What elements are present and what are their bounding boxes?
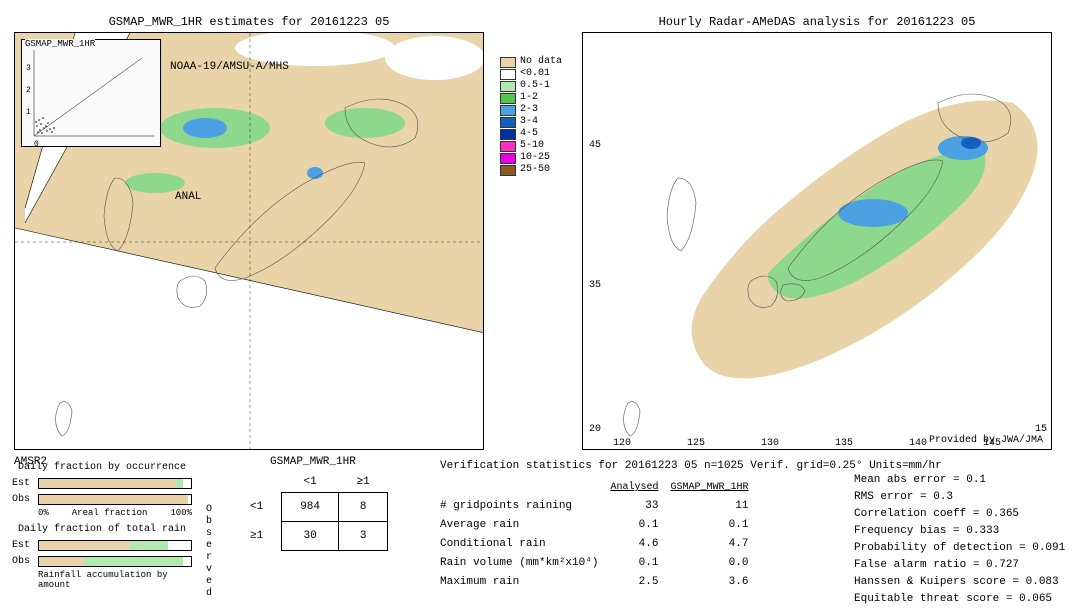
ct-row-0: <1 (232, 493, 282, 522)
svg-text:140: 140 (909, 438, 927, 449)
bar-row: Est (12, 538, 192, 552)
ct-col-0: <1 (282, 472, 339, 493)
color-legend: No data<0.010.5-11-22-33-44-55-1010-2525… (500, 56, 562, 176)
swath-white-lower (15, 228, 483, 449)
r-coast-taiwan (624, 402, 640, 436)
legend-row: 4-5 (500, 128, 562, 140)
score-row: Mean abs error = 0.1 (854, 472, 1065, 489)
bar-row: Est (12, 476, 192, 490)
verif-row: Conditional rain4.64.7 (440, 535, 760, 554)
right-map-panel: Hourly Radar-AMeDAS analysis for 2016122… (582, 32, 1052, 450)
ct-11: 3 (339, 522, 388, 551)
legend-row: 25-50 (500, 164, 562, 176)
legend-row: 1-2 (500, 92, 562, 104)
sat-label: NOAA-19/AMSU-A/MHS (170, 61, 289, 73)
svg-text:35: 35 (589, 280, 601, 291)
right-map-svg: 120 125 130 135 140 145 15 20 35 45 (583, 33, 1051, 449)
bars-tot-caption: Rainfall accumulation by amount (38, 570, 192, 590)
ct-col-1: ≥1 (339, 472, 388, 493)
precip-patch-2 (183, 118, 227, 138)
left-map-panel: GSMAP_MWR_1HR estimates for 20161223 05 (14, 32, 484, 450)
legend-row: 5-10 (500, 140, 562, 152)
bars-occ-title: Daily fraction by occurrence (12, 462, 192, 473)
score-row: Frequency bias = 0.333 (854, 523, 1065, 540)
legend-row: No data (500, 56, 562, 68)
legend-row: <0.01 (500, 68, 562, 80)
legend-row: 3-4 (500, 116, 562, 128)
right-map-inner: 120 125 130 135 140 145 15 20 35 45 Prov… (583, 33, 1051, 449)
score-row: Equitable threat score = 0.065 (854, 591, 1065, 608)
svg-text:130: 130 (761, 438, 779, 449)
left-map-title: GSMAP_MWR_1HR estimates for 20161223 05 (15, 15, 483, 29)
svg-text:2: 2 (26, 86, 31, 95)
ct-10: 30 (282, 522, 339, 551)
scores-column: Mean abs error = 0.1RMS error = 0.3Corre… (854, 472, 1065, 608)
legend-row: 0.5-1 (500, 80, 562, 92)
svg-text:125: 125 (687, 438, 705, 449)
score-row: Correlation coeff = 0.365 (854, 506, 1065, 523)
verif-row: Maximum rain2.53.6 (440, 573, 760, 592)
svg-text:45: 45 (589, 140, 601, 151)
bars-column: Daily fraction by occurrence Est Obs 0% A… (12, 462, 192, 596)
ct-00: 984 (282, 493, 339, 522)
right-map-title: Hourly Radar-AMeDAS analysis for 2016122… (583, 15, 1051, 29)
cloud-2 (385, 36, 483, 80)
legend-row: 2-3 (500, 104, 562, 116)
contingency-table: <1 ≥1 <1 984 8 ≥1 30 3 (232, 472, 388, 551)
svg-text:135: 135 (835, 438, 853, 449)
r-coast-korea (667, 178, 696, 251)
svg-text:3: 3 (26, 64, 31, 73)
bar-row: Obs (12, 492, 192, 506)
svg-text:0: 0 (34, 140, 39, 148)
verif-row: # gridpoints raining3311 (440, 497, 760, 516)
score-row: RMS error = 0.3 (854, 489, 1065, 506)
svg-text:120: 120 (613, 438, 631, 449)
score-row: False alarm ratio = 0.727 (854, 557, 1065, 574)
contingency-title: GSMAP_MWR_1HR (270, 456, 356, 468)
precip-patch-3 (325, 108, 405, 138)
coast-korea (104, 178, 133, 251)
coast-honshu (215, 162, 365, 280)
precip-patch-4 (125, 173, 185, 193)
inset-label: GSMAP_MWR_1HR (25, 39, 95, 49)
ct-01: 8 (339, 493, 388, 522)
score-row: Hanssen & Kuipers score = 0.083 (854, 574, 1065, 591)
precip-dblue-1 (961, 137, 981, 149)
contingency-side-label: Observed (206, 504, 216, 600)
anal-label: ANAL (175, 191, 201, 203)
bar-row: Obs (12, 554, 192, 568)
right-map-footer: Provided by JWA/JMA (929, 435, 1043, 446)
ct-row-1: ≥1 (232, 522, 282, 551)
bars-tot-title: Daily fraction of total rain (12, 524, 192, 535)
legend-row: 10-25 (500, 152, 562, 164)
svg-text:1: 1 (26, 108, 31, 117)
bars-occ-scale: 0% Areal fraction 100% (38, 508, 192, 518)
inset-scatter: 0 1 2 3 (22, 40, 162, 148)
precip-patch-5 (307, 167, 323, 179)
left-map-inset: GSMAP_MWR_1HR 0 1 2 3 (21, 39, 161, 147)
verif-row: Rain volume (mm*km²x10⁴)0.10.0 (440, 554, 760, 573)
svg-text:15: 15 (1035, 424, 1047, 435)
svg-text:20: 20 (589, 424, 601, 435)
left-map-inner: GSMAP_MWR_1HR 0 1 2 3 NOAA-19/AMSU-A/MHS (15, 33, 483, 449)
score-row: Probability of detection = 0.091 (854, 540, 1065, 557)
verif-row: Average rain0.10.1 (440, 516, 760, 535)
